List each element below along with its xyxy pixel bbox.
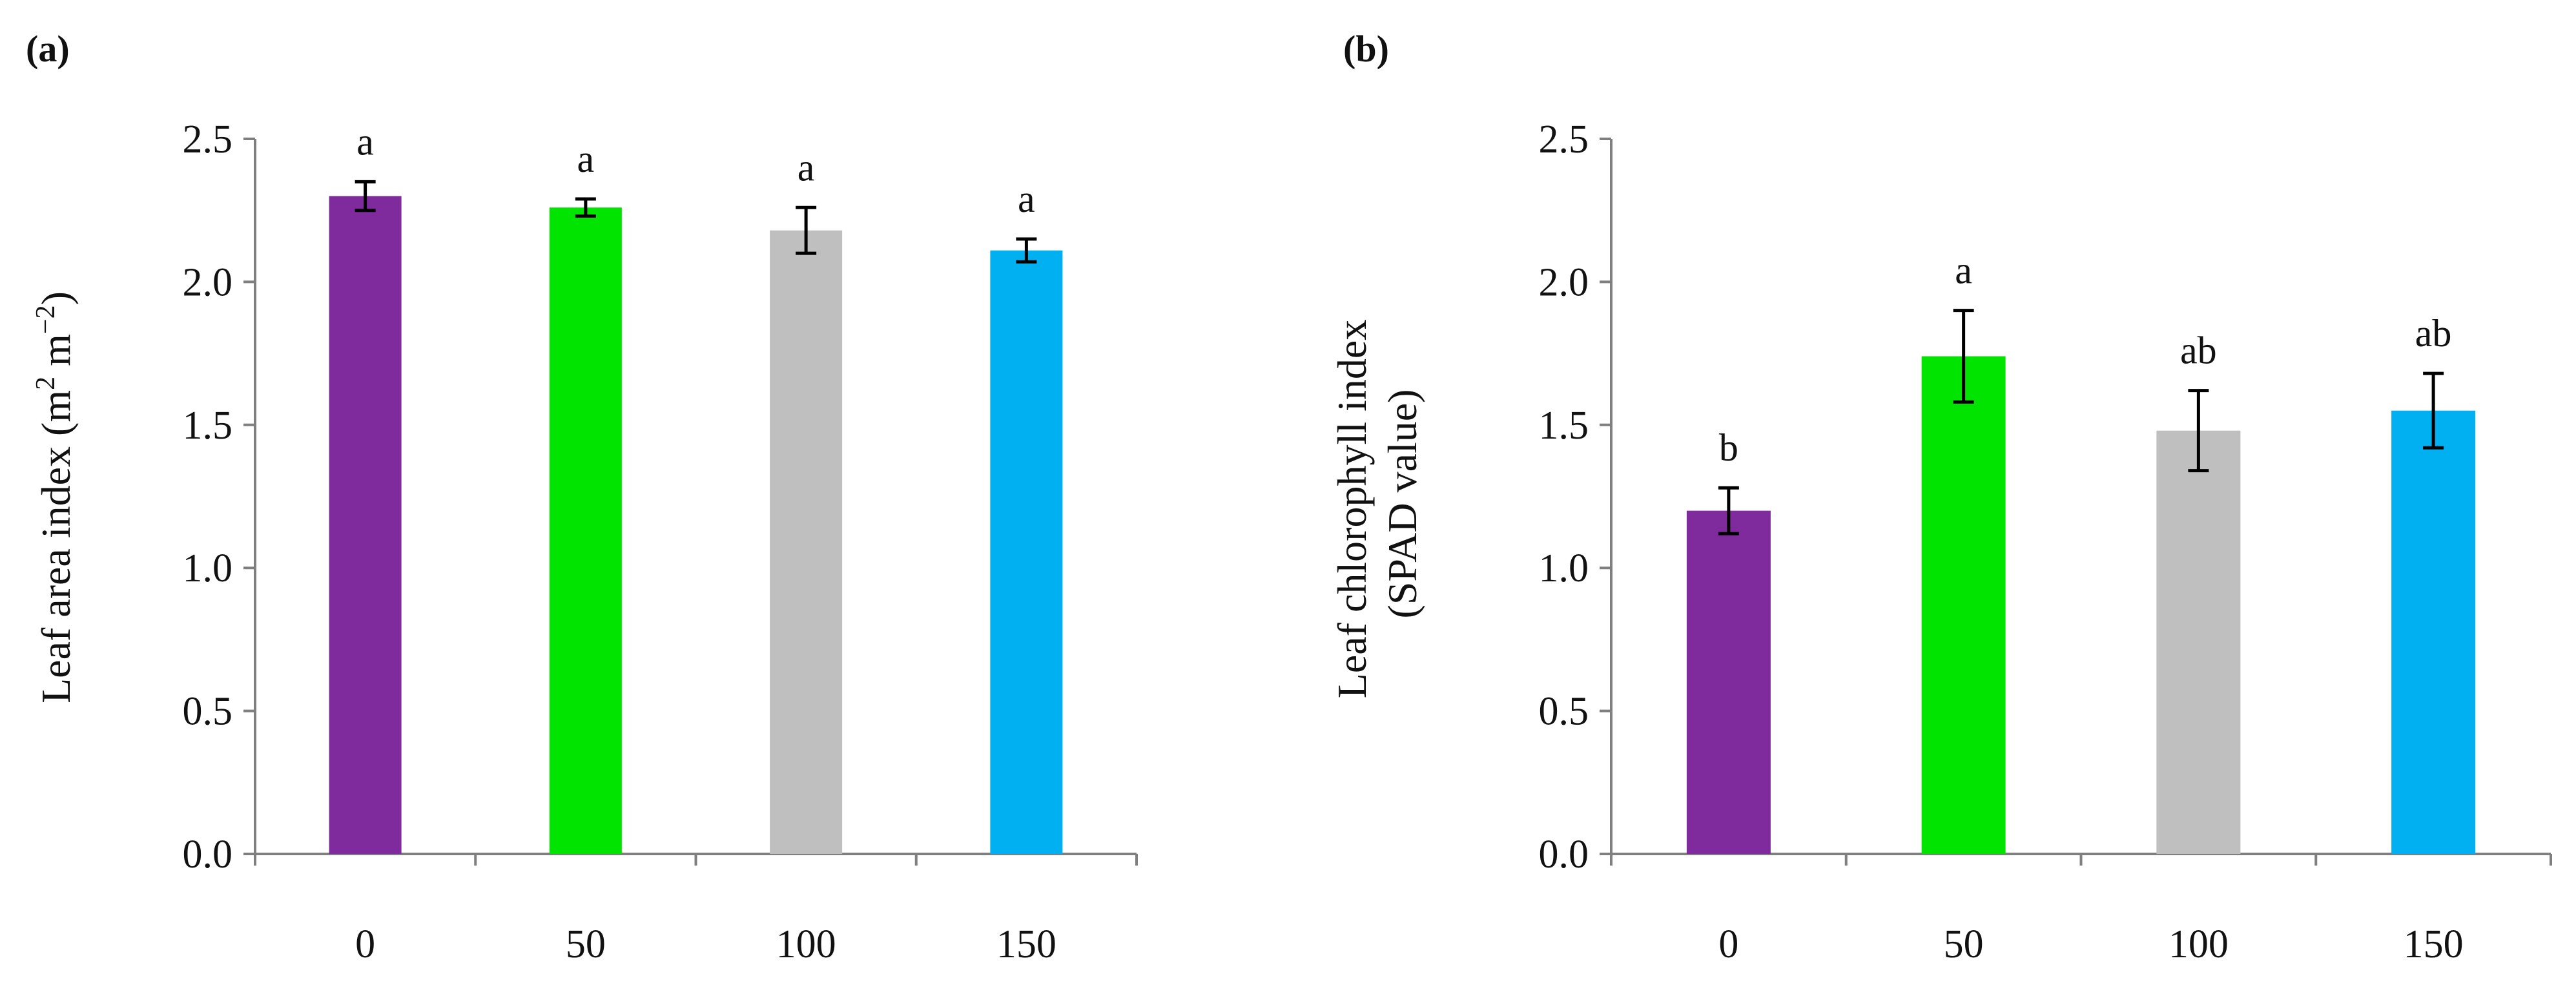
significance-label-a-50: a (577, 138, 595, 180)
chart-panel-b: (b) Leaf chlorophyll index (SPAD value) … (1329, 28, 2552, 966)
bars-a: a a a a (329, 120, 1063, 855)
y-axis-title-b-line-2: (SPAD value) (1379, 390, 1425, 619)
y-tick-label-b-4: 2.0 (1539, 260, 1589, 304)
y-tick-label-b-5: 2.5 (1539, 118, 1589, 161)
y-tick-label-b-3: 1.5 (1539, 404, 1589, 448)
y-axis-title-a-sup-1: 2 (31, 377, 61, 390)
y-axis-b: 0.0 0.5 1.0 1.5 2.0 2.5 (1539, 118, 1613, 877)
significance-label-b-100: ab (2180, 329, 2217, 372)
y-axis-title-b: Leaf chlorophyll index (SPAD value) (1329, 309, 1425, 698)
y-axis-title-a-part-1: Leaf area index (m (33, 390, 79, 703)
significance-label-a-150: a (1018, 178, 1035, 220)
y-tick-label-a-5: 2.5 (183, 118, 233, 161)
y-tick-label-b-0: 0.0 (1539, 833, 1589, 877)
x-tick-label-a-50: 50 (566, 922, 606, 966)
x-tick-label-b-150: 150 (2404, 922, 2464, 966)
x-tick-label-b-100: 100 (2169, 922, 2229, 966)
x-tick-label-b-0: 0 (1718, 922, 1738, 966)
y-axis-a: 0.0 0.5 1.0 1.5 2.0 2.5 (183, 118, 256, 877)
significance-label-b-0: b (1719, 426, 1738, 469)
y-axis-title-a-part-3: ) (33, 291, 79, 305)
y-tick-label-a-2: 1.0 (183, 546, 233, 590)
y-tick-label-a-0: 0.0 (183, 833, 233, 877)
x-axis-b: 0 50 100 150 (1610, 853, 2552, 966)
bar-b-0 (1686, 510, 1771, 854)
significance-label-b-150: ab (2415, 312, 2452, 355)
y-tick-label-a-4: 2.0 (183, 260, 233, 304)
x-tick-label-a-100: 100 (776, 922, 836, 966)
y-axis-title-a: Leaf area index (m2 m−2) (31, 291, 79, 703)
significance-label-b-50: a (1955, 249, 1972, 292)
significance-label-a-0: a (356, 120, 374, 163)
chart-panel-a: (a) Leaf area index (m2 m−2) 0.0 0.5 1.0 1.… (26, 28, 1138, 966)
y-tick-label-b-2: 1.0 (1539, 546, 1589, 590)
y-tick-label-b-1: 0.5 (1539, 690, 1589, 734)
x-tick-label-a-0: 0 (355, 922, 375, 966)
bars-b: b a ab ab (1686, 249, 2476, 854)
y-tick-label-a-3: 1.5 (183, 404, 233, 448)
bar-a-150 (990, 250, 1063, 854)
bar-b-100 (2156, 430, 2241, 854)
y-tick-label-a-1: 0.5 (183, 690, 233, 734)
bar-a-50 (549, 207, 622, 855)
panel-label-a: (a) (26, 28, 70, 70)
y-axis-title-a-sup-2: −2 (31, 305, 61, 334)
y-axis-title-a-part-2: m (33, 334, 79, 377)
significance-label-a-100: a (798, 146, 815, 189)
panel-label-b: (b) (1343, 28, 1389, 70)
bar-b-50 (1921, 356, 2006, 854)
y-axis-title-b-line-1: Leaf chlorophyll index (1329, 320, 1375, 698)
x-tick-label-a-150: 150 (996, 922, 1056, 966)
bar-a-100 (770, 230, 843, 854)
x-axis-a: 0 50 100 150 (254, 853, 1138, 966)
bar-b-150 (2391, 410, 2476, 854)
bar-a-0 (329, 196, 402, 854)
x-tick-label-b-50: 50 (1944, 922, 1984, 966)
